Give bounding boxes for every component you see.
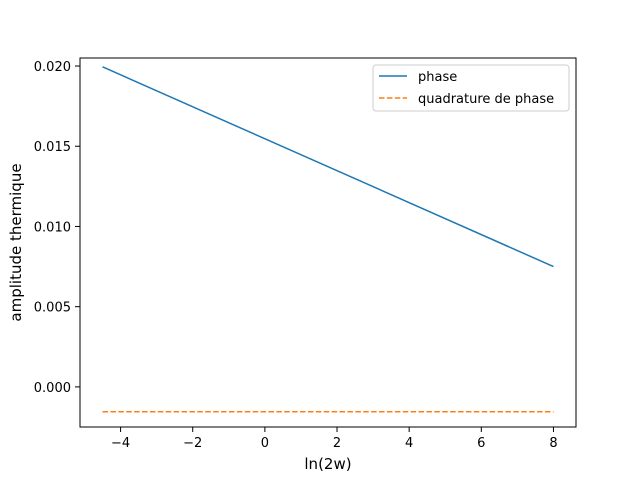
y-tick-label: 0.005 xyxy=(34,301,71,316)
y-tick-label: 0.015 xyxy=(34,140,71,155)
plot-area xyxy=(80,58,576,427)
x-tick-label: 8 xyxy=(549,436,557,451)
y-axis-ticks: 0.000 0.005 0.010 0.015 0.020 xyxy=(34,60,80,396)
y-tick-label: 0.020 xyxy=(34,60,71,75)
legend-label-1: quadrature de phase xyxy=(418,92,554,107)
x-axis-label: ln(2w) xyxy=(304,455,351,473)
x-tick-label: 6 xyxy=(477,436,485,451)
plot-frame xyxy=(79,57,577,428)
legend-box xyxy=(372,64,570,112)
x-tick-label: 0 xyxy=(261,436,269,451)
legend-label-0: phase xyxy=(418,70,457,85)
x-tick-label: −2 xyxy=(183,436,202,451)
x-tick-label: 2 xyxy=(333,436,341,451)
x-axis-ticks: −4 −2 0 2 4 6 8 xyxy=(111,427,558,451)
series-line-0 xyxy=(102,66,554,268)
x-tick-label: −4 xyxy=(111,436,130,451)
x-tick-label: 4 xyxy=(405,436,413,451)
legend: phase quadrature de phase xyxy=(372,64,570,112)
y-tick-label: 0.010 xyxy=(34,220,71,235)
y-axis-label: amplitude thermique xyxy=(7,163,25,321)
series-lines xyxy=(102,66,554,413)
y-tick-label: 0.000 xyxy=(34,381,71,396)
